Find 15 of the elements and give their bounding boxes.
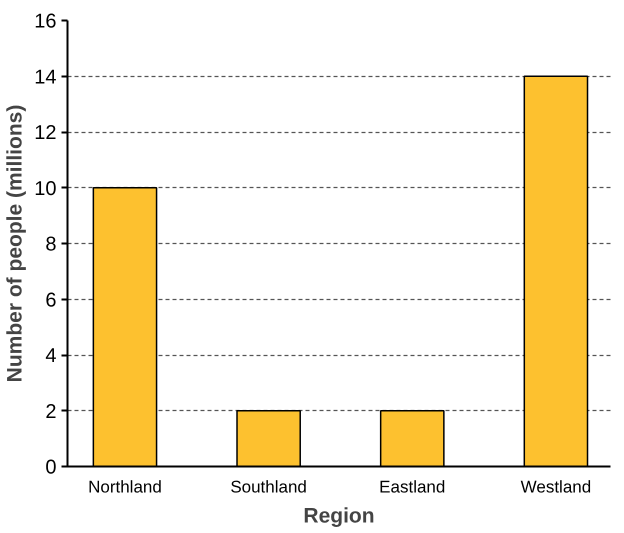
y-tick-label: 4 xyxy=(45,345,56,367)
x-tick-label: Southland xyxy=(230,478,307,496)
y-tick-label: 2 xyxy=(45,400,56,423)
y-tick-label: 6 xyxy=(45,289,56,312)
x-axis-title: Region xyxy=(303,504,375,528)
y-tick-label: 8 xyxy=(45,234,56,256)
y-tick-label: 12 xyxy=(34,122,57,144)
y-tick-label: 10 xyxy=(34,178,57,200)
y-axis-title: Number of people (millions) xyxy=(3,104,26,382)
x-tick-label: Eastland xyxy=(379,478,446,496)
x-tick-label: Westland xyxy=(520,478,592,496)
y-tick-label: 16 xyxy=(34,10,57,32)
x-tick-label: Northland xyxy=(88,478,162,496)
y-tick-label: 14 xyxy=(34,66,57,88)
y-tick-label: 0 xyxy=(45,456,56,478)
